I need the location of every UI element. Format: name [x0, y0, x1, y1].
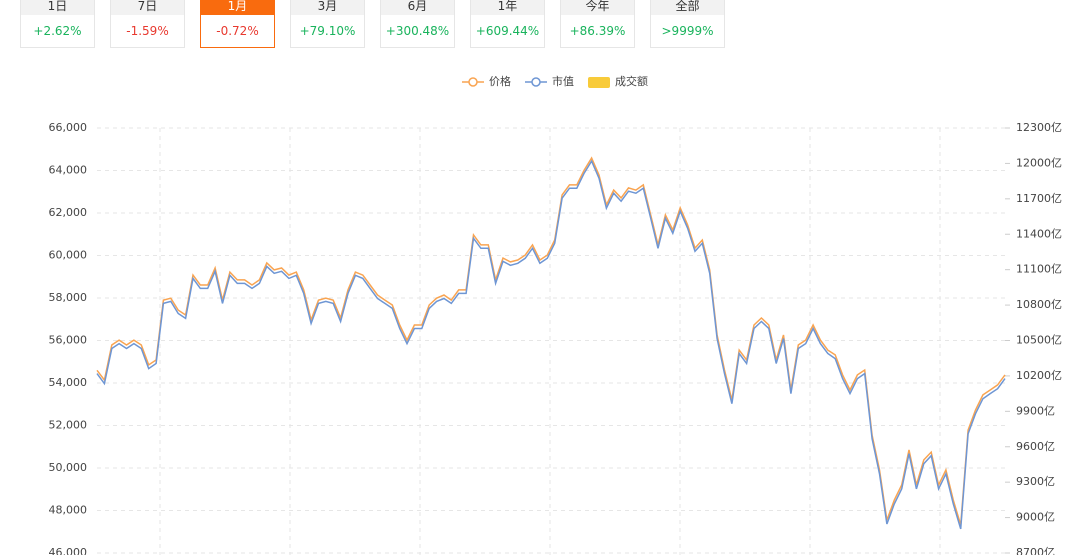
tab-label: 1日 [21, 0, 94, 15]
legend-label: 价格 [489, 74, 511, 88]
y2-tick-label: 11700亿 [1016, 192, 1062, 205]
line-series [96, 156, 1006, 526]
y2-tick-label: 11100亿 [1016, 263, 1062, 276]
tab-change: -0.72% [216, 24, 259, 38]
tab-label: 1月 [201, 0, 274, 15]
period-tab[interactable]: 1月 -0.72% [200, 0, 275, 48]
y2-tick-label: 9000亿 [1016, 511, 1055, 524]
period-tab[interactable]: 6月 +300.48% [380, 0, 455, 48]
period-tab[interactable]: 3月 +79.10% [290, 0, 365, 48]
y-tick-label: 50,000 [49, 461, 88, 474]
y-tick-label: 46,000 [49, 546, 88, 555]
legend-swatch [588, 77, 610, 88]
tab-label: 7日 [111, 0, 184, 15]
tab-change: +609.44% [475, 24, 540, 38]
period-tab[interactable]: 1日 +2.62% [20, 0, 95, 48]
y2-tick-label: 8700亿 [1016, 546, 1055, 555]
y-tick-label: 62,000 [49, 206, 88, 219]
tab-label: 1年 [471, 0, 544, 15]
y-tick-label: 60,000 [49, 249, 88, 262]
tab-change: >9999% [661, 24, 714, 38]
tab-change: +300.48% [385, 24, 450, 38]
y2-tick-label: 9900亿 [1016, 404, 1055, 417]
y2-tick-label: 9600亿 [1016, 440, 1055, 453]
line-series [96, 159, 1006, 530]
legend-swatch [531, 77, 541, 87]
y2-tick-label: 12300亿 [1016, 121, 1062, 134]
y2-tick-label: 11400亿 [1016, 227, 1062, 240]
legend-label: 成交额 [615, 74, 648, 88]
tab-change: -1.59% [126, 24, 169, 38]
period-tab[interactable]: 7日 -1.59% [110, 0, 185, 48]
y2-tick-label: 9300亿 [1016, 475, 1055, 488]
tab-change: +79.10% [299, 24, 356, 38]
y-tick-label: 66,000 [49, 121, 88, 134]
tab-change: +2.62% [33, 24, 82, 38]
period-tab[interactable]: 全部 >9999% [650, 0, 725, 48]
x-grid [159, 128, 941, 555]
legend-swatch [468, 77, 478, 87]
y2-tick-label: 10800亿 [1016, 298, 1062, 311]
y2-tick-label: 10200亿 [1016, 369, 1062, 382]
tab-label: 6月 [381, 0, 454, 15]
y-tick-label: 58,000 [49, 291, 88, 304]
tab-change: +86.39% [569, 24, 626, 38]
legend-label: 市值 [552, 74, 574, 88]
y-tick-label: 64,000 [49, 164, 88, 177]
y2-tick-label: 10500亿 [1016, 334, 1062, 347]
tab-label: 3月 [291, 0, 364, 15]
tab-label: 今年 [561, 0, 634, 15]
tab-label: 全部 [651, 0, 724, 15]
y-tick-label: 48,000 [49, 504, 88, 517]
period-tab[interactable]: 今年 +86.39% [560, 0, 635, 48]
period-tab[interactable]: 1年 +609.44% [470, 0, 545, 48]
y-tick-label: 56,000 [49, 334, 88, 347]
y-tick-label: 52,000 [49, 419, 88, 432]
y-tick-label: 54,000 [49, 376, 88, 389]
y2-tick-label: 12000亿 [1016, 156, 1062, 169]
